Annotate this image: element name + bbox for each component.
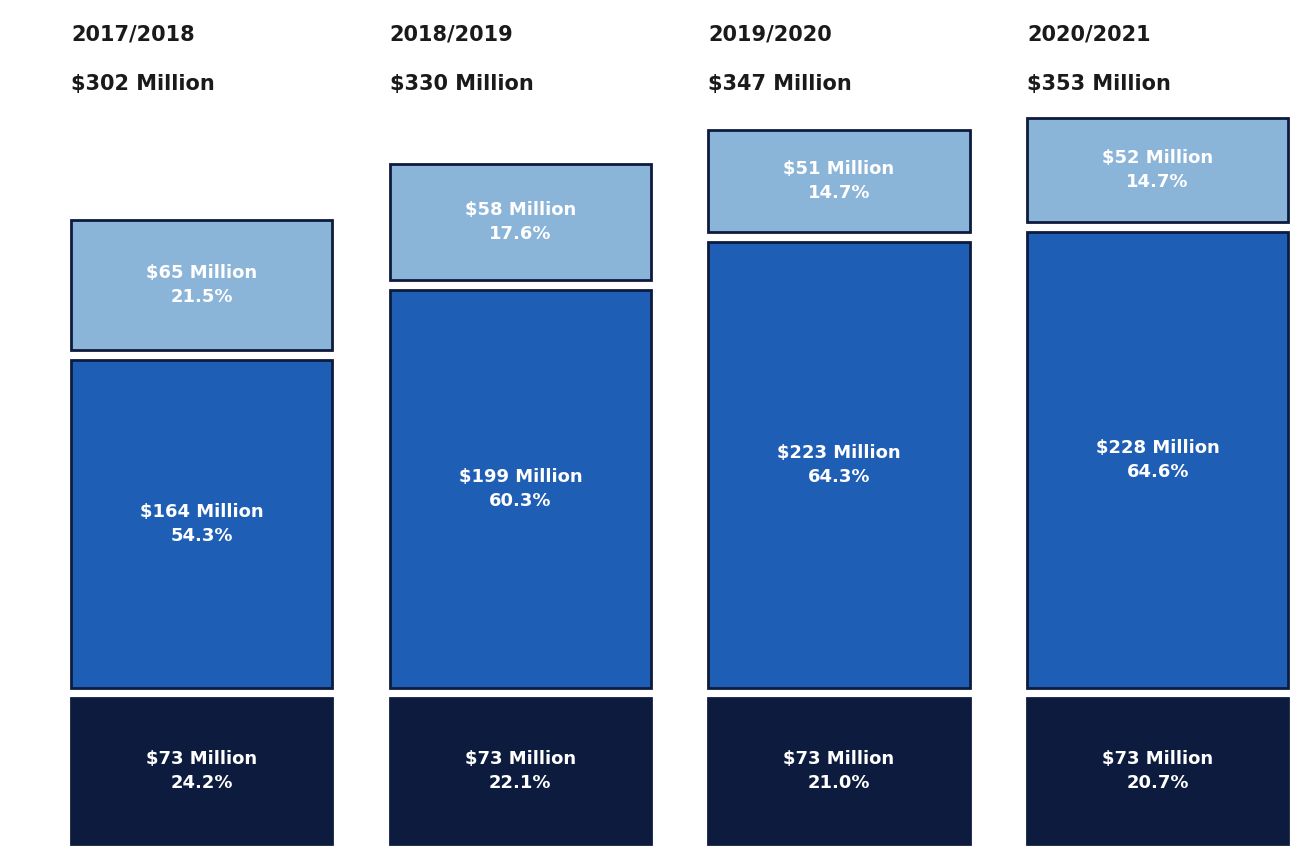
Text: $73 Million
20.7%: $73 Million 20.7% — [1101, 750, 1213, 792]
FancyBboxPatch shape — [72, 220, 332, 350]
FancyBboxPatch shape — [708, 130, 970, 232]
Text: 2018/2019: 2018/2019 — [389, 24, 513, 44]
Text: 2020/2021: 2020/2021 — [1027, 24, 1151, 44]
FancyBboxPatch shape — [72, 698, 332, 844]
Text: $353 Million: $353 Million — [1027, 74, 1170, 94]
FancyBboxPatch shape — [389, 164, 651, 280]
Text: $65 Million
21.5%: $65 Million 21.5% — [146, 264, 258, 306]
FancyBboxPatch shape — [708, 242, 970, 688]
Text: $73 Million
22.1%: $73 Million 22.1% — [465, 750, 575, 792]
FancyBboxPatch shape — [389, 290, 651, 688]
FancyBboxPatch shape — [1027, 118, 1288, 222]
FancyBboxPatch shape — [1027, 698, 1288, 844]
FancyBboxPatch shape — [708, 698, 970, 844]
FancyBboxPatch shape — [72, 360, 332, 688]
Text: $73 Million
21.0%: $73 Million 21.0% — [784, 750, 894, 792]
Text: 2017/2018: 2017/2018 — [72, 24, 195, 44]
Text: $58 Million
17.6%: $58 Million 17.6% — [465, 201, 575, 243]
Text: $228 Million
64.6%: $228 Million 64.6% — [1096, 439, 1220, 481]
Text: $51 Million
14.7%: $51 Million 14.7% — [784, 161, 894, 202]
FancyBboxPatch shape — [1027, 232, 1288, 688]
FancyBboxPatch shape — [389, 698, 651, 844]
Text: $52 Million
14.7%: $52 Million 14.7% — [1101, 149, 1213, 191]
Text: 2019/2020: 2019/2020 — [708, 24, 832, 44]
Text: $330 Million: $330 Million — [389, 74, 534, 94]
Text: $302 Million: $302 Million — [72, 74, 215, 94]
Text: $347 Million: $347 Million — [708, 74, 852, 94]
Text: $164 Million
54.3%: $164 Million 54.3% — [139, 503, 263, 545]
Text: $223 Million
64.3%: $223 Million 64.3% — [777, 444, 901, 486]
Text: $73 Million
24.2%: $73 Million 24.2% — [146, 750, 258, 792]
Text: $199 Million
60.3%: $199 Million 60.3% — [458, 468, 582, 510]
